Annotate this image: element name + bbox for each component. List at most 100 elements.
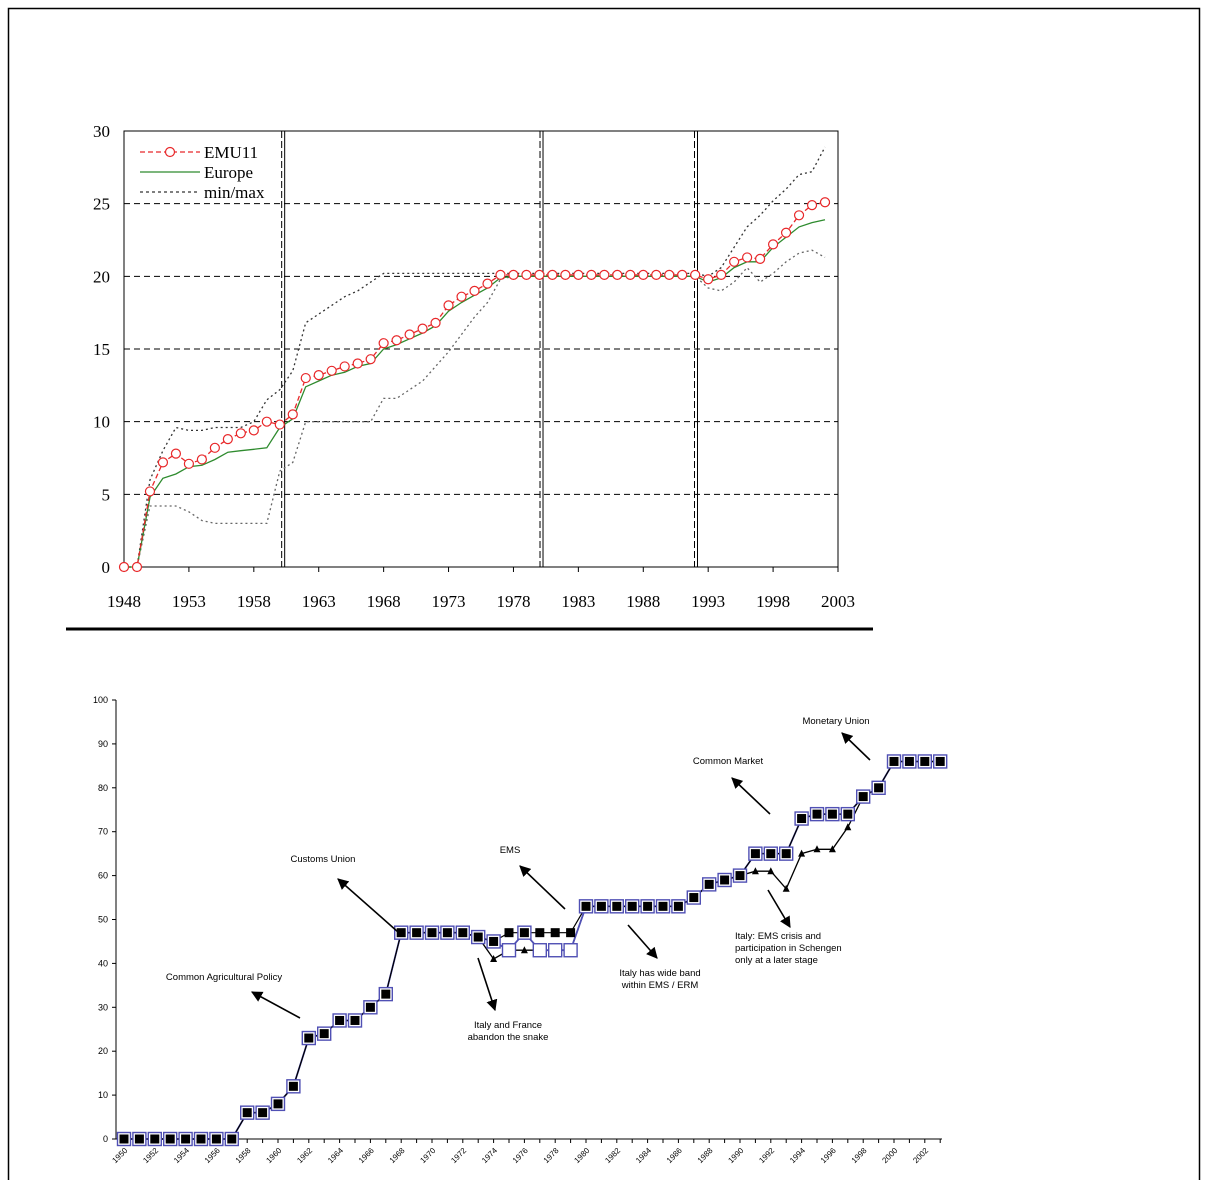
chart-1-point-emu11 (339, 361, 350, 372)
chart-1-point-emu11 (586, 269, 597, 280)
page-border (7, 7, 1201, 1180)
chart-1-point-emu11 (326, 365, 337, 376)
chart-1-point-emu11 (261, 416, 272, 427)
chart-2-point-filled-square (643, 901, 653, 911)
chart-1-x-tick-label: 1948 (107, 592, 141, 611)
chart-2-point-triangle (828, 845, 836, 853)
chart-2-annotation-label: abandon the snake (468, 1032, 549, 1043)
chart-2-y-ticks: 0 10 20 30 40 50 60 70 80 90 100 (93, 695, 116, 1144)
chart-2-x-tick-label: 1968 (388, 1146, 407, 1165)
chart-2-x-tick-label: 2002 (911, 1146, 930, 1165)
chart-2-annotation-label: EMS (500, 845, 521, 856)
chart-2-x-tick-label: 1954 (172, 1146, 191, 1165)
chart-2-point-filled-square (442, 928, 452, 938)
chart-2-x-tick-label: 1972 (449, 1146, 468, 1165)
chart-2-point-filled-square (242, 1108, 252, 1118)
chart-1-series-line-min-max (124, 146, 826, 568)
chart-2-annotation-arrow (767, 889, 791, 928)
chart-1-point-emu11 (742, 252, 753, 263)
chart-2: 0 10 20 30 40 50 60 70 80 90 100 1950 1952 1954 1956 1… (93, 695, 948, 1165)
chart-2-point-filled-square (827, 809, 837, 819)
chart-2-y-tick-label: 50 (98, 915, 108, 925)
chart-2-point-filled-square (735, 871, 745, 881)
chart-2-point-triangle (490, 955, 498, 963)
chart-2-x-tick-label: 1960 (264, 1146, 283, 1165)
chart-2-point-filled-square (196, 1134, 206, 1144)
chart-2-point-filled-square (904, 756, 914, 766)
chart-1-point-emu11 (638, 269, 649, 280)
chart-1-point-emu11 (703, 274, 714, 285)
chart-2-point-filled-square (319, 1029, 329, 1039)
chart-1-point-emu11 (573, 269, 584, 280)
chart-1-point-emu11 (157, 457, 169, 468)
chart-1-point-emu11 (755, 253, 766, 264)
chart-2-point-triangle (844, 823, 852, 831)
chart-1-x-tick-label: 1998 (756, 592, 790, 611)
chart-2-x-tick-label: 1990 (726, 1146, 745, 1165)
chart-2-annotation-label: only at a later stage (735, 955, 818, 966)
chart-2-point-filled-square (627, 901, 637, 911)
chart-1-legend-marker (164, 146, 176, 158)
chart-2-point-filled-square (412, 928, 422, 938)
chart-1-y-ticks: 0 5 10 15 20 25 30 (93, 122, 110, 577)
chart-2-point-filled-square (396, 928, 406, 938)
chart-2-annotation-arrow (477, 957, 498, 1012)
chart-1-point-emu11 (482, 278, 493, 289)
chart-1-point-emu11 (352, 358, 363, 369)
chart-1-point-emu11 (469, 285, 480, 296)
chart-2-point-filled-square (750, 849, 760, 859)
chart-2-point-triangle (798, 849, 806, 857)
chart-2-y-tick-label: 70 (98, 827, 108, 837)
chart-2-point-filled-square (519, 928, 529, 938)
chart-2-point-filled-square (335, 1015, 345, 1025)
chart-1-x-tick-label: 1968 (367, 592, 401, 611)
chart-2-point-filled-square (766, 849, 776, 859)
chart-2-point-filled-square (473, 932, 483, 942)
chart-2-x-tick-label: 1994 (788, 1146, 807, 1165)
chart-2-annotation-label: within EMS / ERM (621, 980, 699, 991)
chart-2-point-triangle (782, 884, 790, 892)
chart-2-point-filled-square (304, 1033, 314, 1043)
chart-2-x-tick-label: 1958 (234, 1146, 253, 1165)
chart-2-point-triangle (813, 845, 821, 853)
chart-1-y-tick-label: 10 (93, 413, 110, 432)
chart-2-point-filled-square (273, 1099, 283, 1109)
chart-1-point-emu11 (274, 419, 285, 430)
chart-2-annotation-arrow (731, 777, 771, 815)
chart-1-point-emu11 (300, 372, 311, 384)
chart-1-point-emu11 (430, 317, 441, 328)
chart-1-series-line-min (124, 249, 826, 568)
chart-2-y-tick-label: 80 (98, 783, 108, 793)
chart-2-point-filled-square (504, 928, 514, 938)
chart-1-point-emu11 (131, 561, 143, 573)
chart-2-y-tick-label: 20 (98, 1046, 108, 1056)
chart-1-y-tick-label: 20 (93, 267, 110, 286)
chart-1-x-tick-label: 1973 (432, 592, 466, 611)
chart-1-point-emu11 (287, 409, 298, 420)
chart-1-point-emu11 (547, 269, 558, 280)
chart-1-point-emu11 (222, 434, 233, 445)
chart-2-point-filled-square (535, 928, 545, 938)
chart-2-y-tick-label: 0 (103, 1134, 108, 1144)
chart-2-point-filled-square (858, 792, 868, 802)
chart-2-annotation-arrow (627, 924, 658, 959)
chart-1-point-emu11 (612, 269, 623, 280)
chart-1-point-emu11 (508, 269, 519, 280)
chart-1-x-ticks: 1948 1953 1958 1963 1968 1973 1978 1983 1988 1993… (107, 567, 855, 611)
chart-2-point-filled-square (258, 1108, 268, 1118)
chart-2-x-tick-label: 1976 (511, 1146, 530, 1165)
chart-1-point-emu11 (495, 269, 506, 280)
chart-1-y-tick-label: 0 (102, 558, 111, 577)
chart-1-point-emu11 (793, 210, 805, 221)
chart-2-series (116, 754, 948, 1147)
chart-2-annotation-arrow (519, 865, 566, 910)
chart-2-point-filled-square (797, 814, 807, 824)
chart-1-point-emu11 (443, 300, 454, 311)
chart-2-y-tick-label: 60 (98, 871, 108, 881)
chart-2-point-filled-square (889, 756, 899, 766)
chart-2-point-filled-square (119, 1134, 129, 1144)
chart-2-annotation-label: Italy and France (474, 1020, 542, 1031)
chart-2-x-tick-label: 1974 (480, 1146, 499, 1165)
chart-1-gridlines (124, 203, 838, 495)
